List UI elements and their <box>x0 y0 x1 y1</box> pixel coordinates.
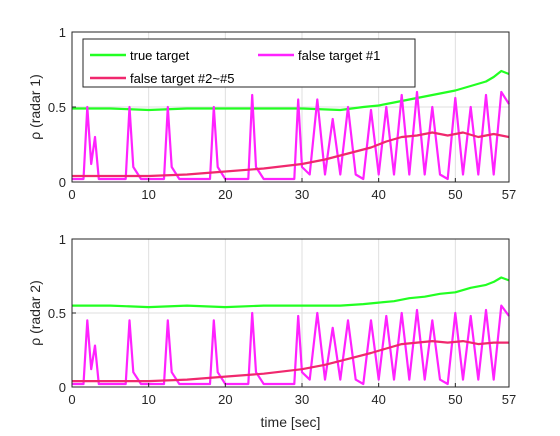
radar1-series-false-target-1 <box>72 90 510 181</box>
radar2-xtick-label-20: 20 <box>218 392 232 407</box>
radar2-series-false-target-2-5 <box>72 340 509 383</box>
radar2-xtick-label-10: 10 <box>141 392 155 407</box>
radar1-xtick-label-20: 20 <box>218 187 232 202</box>
legend-label-true-target: true target <box>130 48 190 63</box>
radar2-y-axis-label: ρ (radar 2) <box>27 280 43 346</box>
radar1-ytick-label-1: 1 <box>59 25 66 40</box>
radar2-xtick-label-0: 0 <box>68 392 75 407</box>
radar1-xtick-label-50: 50 <box>448 187 462 202</box>
x-axis-label: time [sec] <box>261 414 321 430</box>
radar2-ticks: 0 10 20 30 40 50 57 0 0.5 1 <box>48 232 516 407</box>
radar1-xtick-label-10: 10 <box>141 187 155 202</box>
radar1-series <box>72 69 510 181</box>
legend-box <box>82 38 416 88</box>
radar1-series-true-target <box>72 69 510 112</box>
radar2-ytick-label-0.5: 0.5 <box>48 306 66 321</box>
radar2-xtick-label-40: 40 <box>371 392 385 407</box>
radar2-panel: 0 10 20 30 40 50 57 0 0.5 1 ρ (radar 2) time [sec… <box>27 232 516 430</box>
radar2-series-false-target-1 <box>72 304 510 386</box>
legend: true target false target #1 false target… <box>82 38 416 88</box>
radar2-grid <box>71 238 510 388</box>
radar1-series-false-target-2-5 <box>72 131 510 178</box>
radar2-xtick-label-50: 50 <box>448 392 462 407</box>
legend-label-false-target-1: false target #1 <box>298 48 380 63</box>
radar1-ytick-label-0: 0 <box>59 175 66 190</box>
radar2-ytick-label-0: 0 <box>59 380 66 395</box>
radar1-xtick-label-57: 57 <box>502 187 516 202</box>
legend-label-false-target-2-5: false target #2~#5 <box>130 71 234 86</box>
radar1-ytick-label-0.5: 0.5 <box>48 100 66 115</box>
radar2-xtick-label-30: 30 <box>295 392 309 407</box>
radar2-series-true-target <box>72 276 510 309</box>
radar1-y-axis-label: ρ (radar 1) <box>27 74 43 140</box>
radar1-panel: 0 10 20 30 40 50 57 0 0.5 1 ρ (radar 1) true targ… <box>27 25 516 202</box>
radar2-ytick-label-1: 1 <box>59 232 66 247</box>
radar2-series <box>72 276 510 386</box>
radar1-ticks: 0 10 20 30 40 50 57 0 0.5 1 <box>48 25 516 202</box>
radar1-xtick-label-40: 40 <box>371 187 385 202</box>
radar1-xtick-label-0: 0 <box>68 187 75 202</box>
radar1-xtick-label-30: 30 <box>295 187 309 202</box>
radar2-xtick-label-57: 57 <box>502 392 516 407</box>
